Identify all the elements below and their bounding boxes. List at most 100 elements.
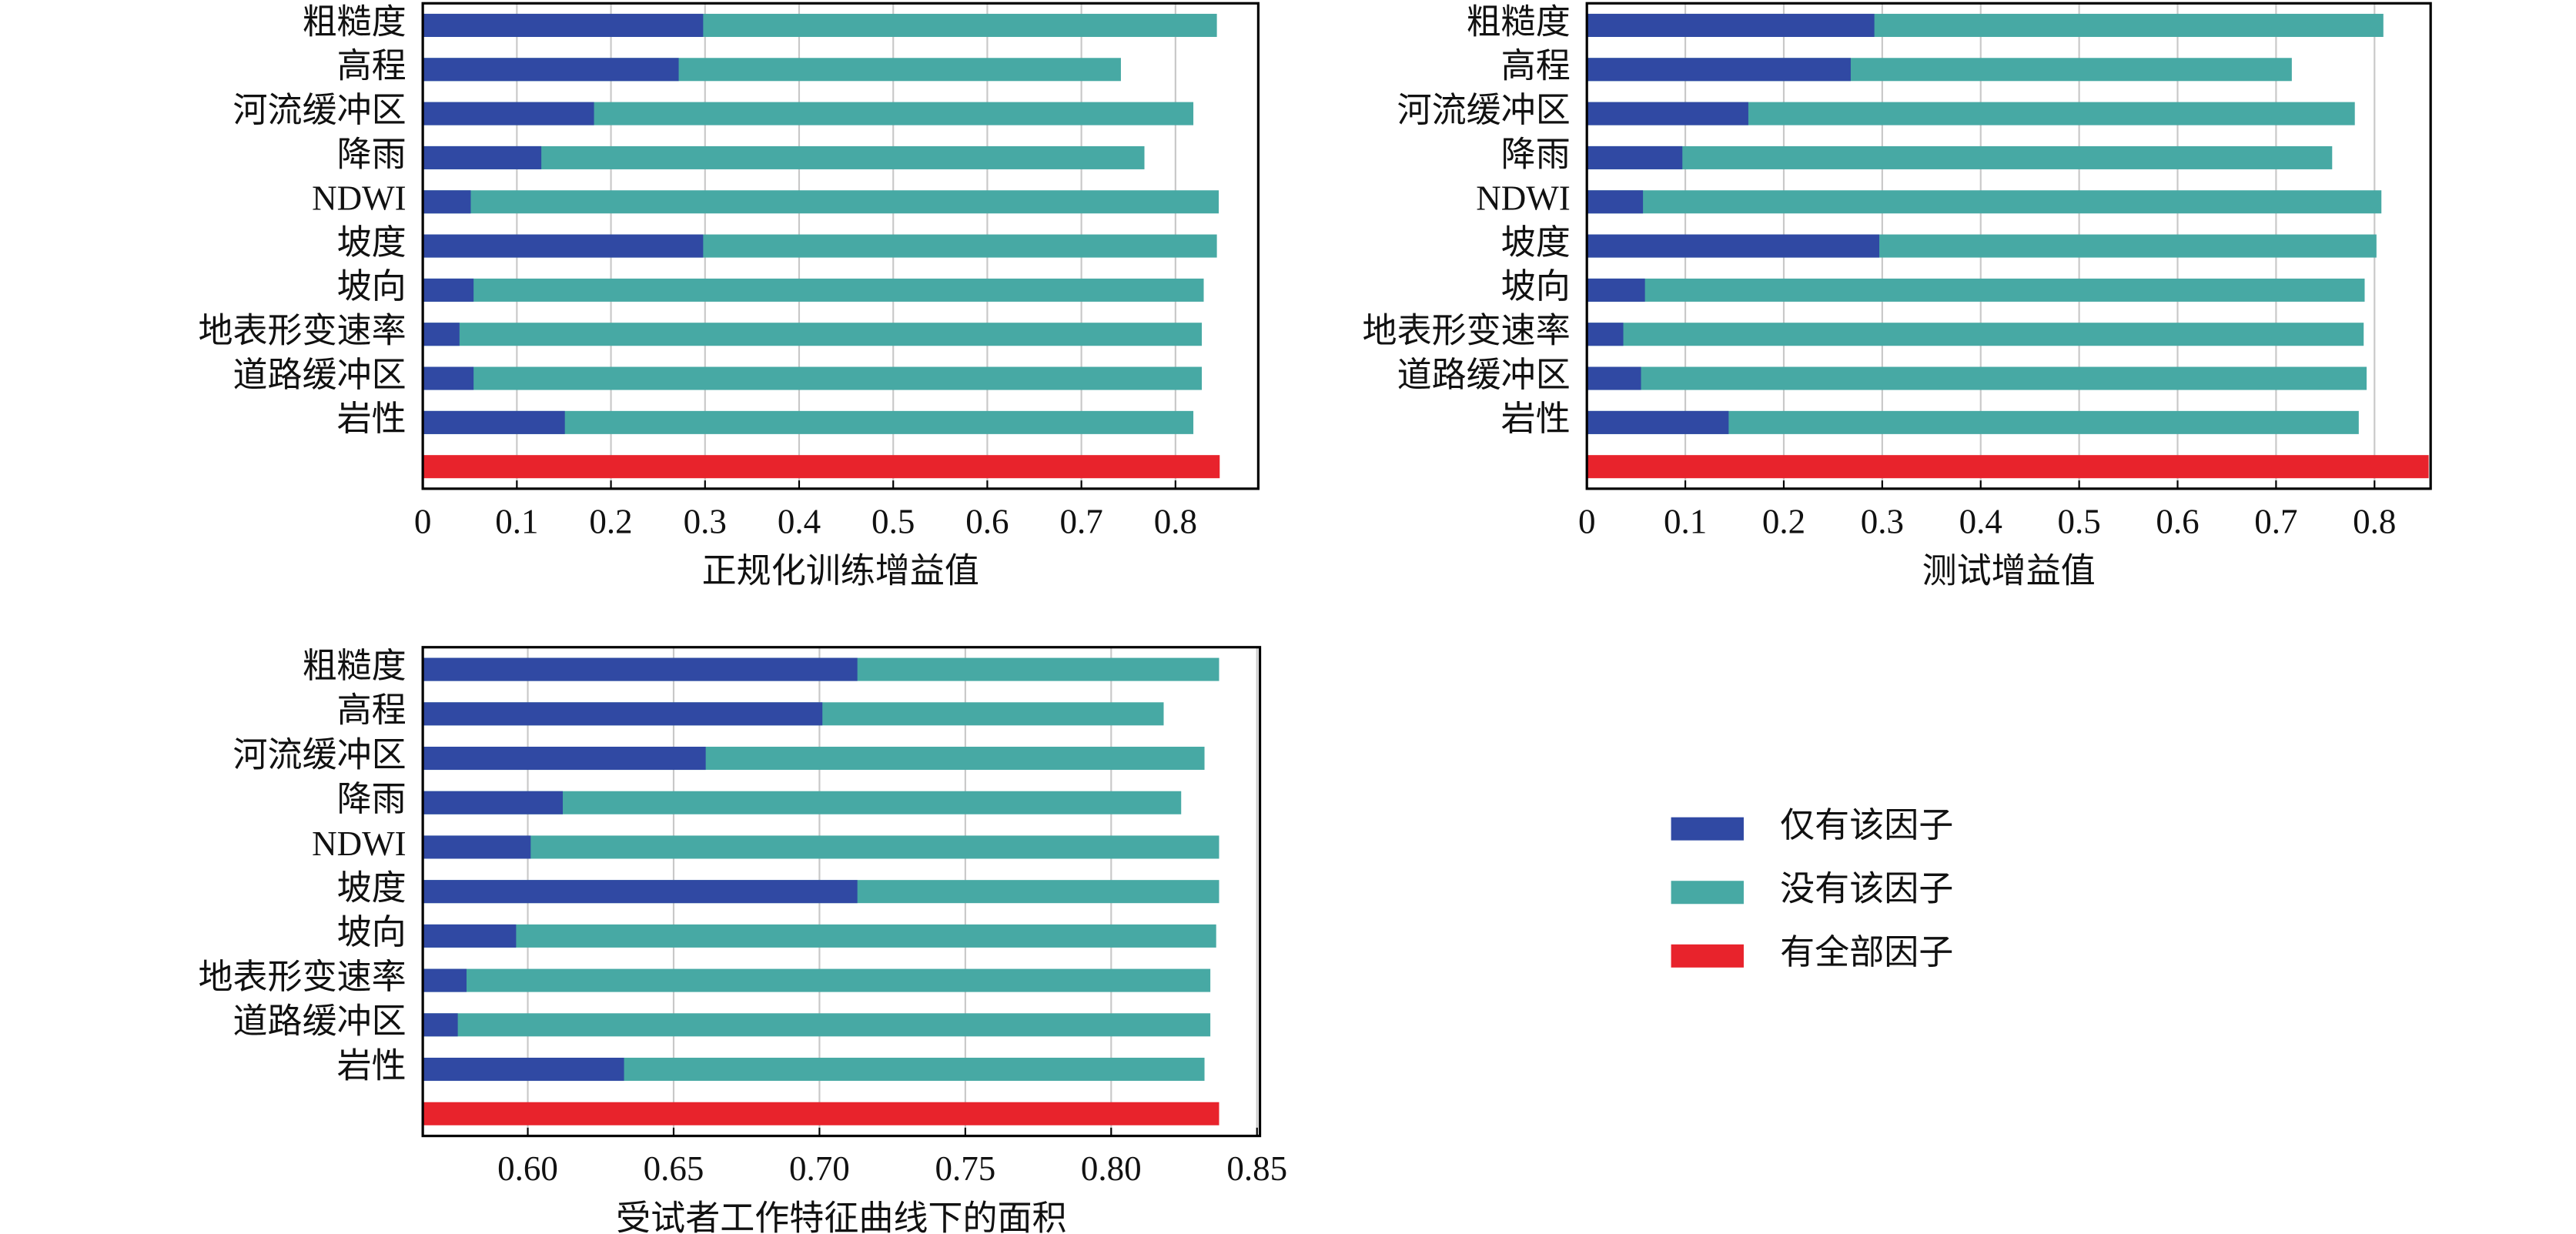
bar (423, 13, 704, 37)
bar (423, 702, 823, 726)
x-axis-label: 受试者工作特征曲线下的面积 (616, 1199, 1066, 1234)
y-tick-label: 高程 (337, 47, 406, 85)
bar (1587, 366, 2367, 390)
bar (423, 1013, 458, 1037)
bar (423, 747, 706, 771)
x-tick-label: 0.7 (1059, 502, 1102, 540)
bar (423, 145, 1145, 169)
plot-frame (421, 2, 1260, 490)
y-tick-label: 降雨 (337, 780, 406, 818)
bar (423, 835, 531, 859)
bar (423, 1058, 624, 1082)
bar (1587, 278, 2365, 302)
bar (423, 190, 1219, 214)
bar (423, 323, 1203, 346)
x-tick-label: 0.7 (2254, 502, 2297, 540)
x-tick-label: 0.60 (497, 1149, 558, 1188)
x-tick-label: 0.3 (1861, 502, 1904, 540)
y-tick-label: 降雨 (1501, 135, 1571, 173)
bar (423, 278, 1204, 302)
y-tick-label: NDWI (1476, 179, 1571, 218)
bar (1587, 410, 1729, 434)
bar (1587, 323, 2364, 346)
bar (423, 880, 858, 904)
x-tick-label: 0.6 (2156, 502, 2199, 540)
x-tick-label: 0.6 (965, 502, 1009, 540)
bar (1587, 323, 1624, 346)
legend-swatch (1671, 944, 1744, 968)
plot-frame (1585, 2, 2432, 490)
x-tick-label: 0.2 (1762, 502, 1805, 540)
bar (1587, 278, 1645, 302)
bar (423, 657, 858, 681)
plot-frame (421, 646, 1262, 1138)
y-tick-label: 高程 (337, 691, 406, 730)
y-tick-label: 地表形变速率 (198, 958, 406, 996)
y-tick-label: 粗糙度 (303, 2, 406, 41)
bar (423, 1102, 1219, 1125)
legend-label: 没有该因子 (1780, 870, 1953, 908)
bar (423, 278, 474, 302)
x-tick-label: 0.4 (1959, 502, 2002, 540)
bar (423, 924, 1216, 948)
y-tick-label: 道路缓冲区 (233, 1002, 406, 1041)
x-tick-label: 0.5 (871, 502, 915, 540)
bar (423, 366, 474, 390)
y-tick-label: 河流缓冲区 (233, 735, 406, 774)
x-tick-label: 0.8 (2353, 502, 2396, 540)
y-tick-label: 道路缓冲区 (233, 356, 406, 394)
legend-label: 仅有该因子 (1780, 806, 1953, 844)
x-tick-label: 0.1 (495, 502, 538, 540)
y-tick-label: NDWI (312, 179, 406, 218)
x-tick-label: 0.2 (589, 502, 632, 540)
x-tick-label: 0.85 (1226, 1149, 1287, 1188)
bar (1587, 455, 2429, 479)
y-tick-label: 河流缓冲区 (233, 91, 406, 129)
bar (1587, 190, 2382, 214)
bar (423, 234, 704, 258)
bar (1587, 145, 1683, 169)
bar (423, 58, 679, 82)
bar (423, 791, 564, 814)
bar (423, 924, 517, 948)
y-tick-label: 粗糙度 (303, 647, 406, 685)
x-axis-label: 测试增益值 (1922, 552, 2096, 590)
x-tick-label: 0.65 (644, 1149, 704, 1188)
legend-label: 有全部因子 (1780, 933, 1953, 971)
x-tick-label: 0 (1578, 502, 1596, 540)
x-tick-label: 0.3 (684, 502, 727, 540)
bar (1587, 58, 1851, 82)
bar (423, 366, 1203, 390)
bar (1587, 234, 1880, 258)
bar (423, 455, 1220, 479)
x-tick-label: 0.75 (935, 1149, 995, 1188)
bar (423, 190, 471, 214)
y-tick-label: 高程 (1501, 47, 1571, 85)
bar (1587, 13, 1875, 37)
bar (423, 968, 467, 992)
y-tick-label: 岩性 (1501, 400, 1571, 438)
y-tick-label: 粗糙度 (1467, 2, 1571, 41)
y-tick-label: 地表形变速率 (1363, 312, 1571, 350)
bar (423, 102, 594, 125)
x-tick-label: 0.5 (2057, 502, 2100, 540)
bar (1587, 145, 2333, 169)
bar (423, 145, 542, 169)
y-tick-label: NDWI (312, 824, 406, 863)
y-tick-label: 坡度 (337, 869, 406, 908)
bar (423, 410, 565, 434)
y-tick-label: 降雨 (337, 135, 406, 173)
bar (423, 1013, 1211, 1037)
y-tick-label: 岩性 (337, 400, 406, 438)
x-tick-label: 0.4 (778, 502, 821, 540)
y-tick-label: 坡向 (337, 267, 406, 306)
legend-swatch (1671, 881, 1744, 905)
x-tick-label: 0.1 (1664, 502, 1707, 540)
y-tick-label: 地表形变速率 (198, 312, 406, 350)
y-tick-label: 坡向 (337, 913, 406, 951)
bar (423, 835, 1219, 859)
bar (423, 968, 1211, 992)
y-tick-label: 坡向 (1501, 267, 1571, 306)
bar (423, 323, 460, 346)
bar (1587, 366, 1641, 390)
